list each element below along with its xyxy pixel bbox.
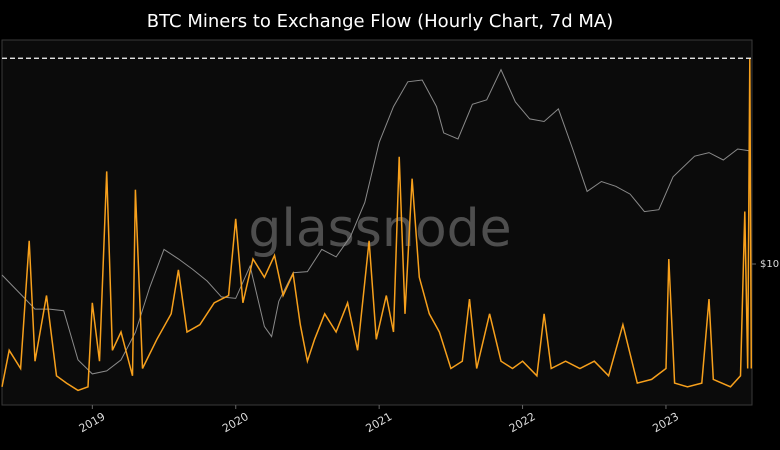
chart-title: BTC Miners to Exchange Flow (Hourly Char…	[147, 11, 614, 32]
y2-tick-label: $10	[760, 259, 779, 270]
watermark: glassnode	[248, 199, 511, 259]
series-line	[1, 58, 753, 392]
